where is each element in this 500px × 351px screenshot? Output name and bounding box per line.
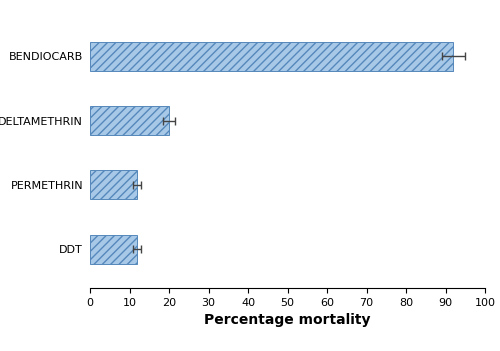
Bar [90, 235, 138, 264]
Bar [90, 170, 138, 199]
Bar [90, 106, 169, 135]
X-axis label: Percentage mortality: Percentage mortality [204, 313, 371, 327]
Bar [90, 42, 454, 71]
